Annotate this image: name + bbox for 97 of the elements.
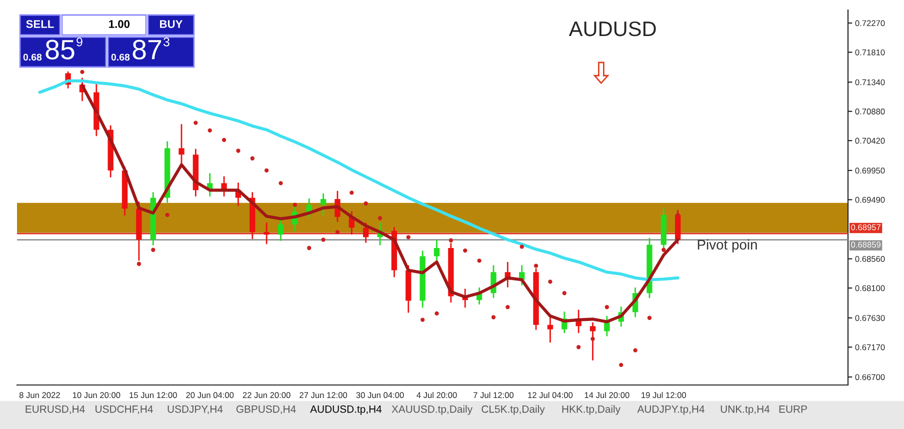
point (662, 248, 666, 252)
y-tick-label: 0.71340 (855, 79, 885, 86)
point (236, 148, 240, 153)
candlestick (590, 322, 596, 361)
annotation: 0.68 (23, 54, 42, 61)
annotation: BUY (160, 20, 183, 28)
point (647, 316, 652, 320)
point (619, 362, 624, 367)
point (434, 311, 439, 316)
candlestick (363, 222, 369, 243)
point (94, 113, 98, 118)
text: UNK.tp,H4 (720, 406, 770, 415)
point (576, 345, 581, 350)
point (208, 128, 212, 133)
point (420, 318, 425, 322)
point (165, 212, 170, 218)
point (548, 280, 552, 284)
point (222, 138, 226, 142)
annotation: 87 (132, 40, 162, 60)
point (448, 238, 454, 242)
x-tick-label: 19 Jul 12:00 (642, 392, 686, 398)
candlestick (604, 316, 610, 336)
point (562, 291, 566, 296)
point (278, 181, 283, 186)
x-tick-label: 27 Jun 12:00 (300, 392, 348, 398)
chart-title: AUDUSD (568, 21, 656, 36)
point (151, 248, 156, 252)
annotation: 1.00 (109, 20, 130, 28)
text: EURP (779, 406, 807, 413)
y-tick-label: 0.69950 (855, 168, 885, 174)
y-tick-label: 0.68560 (855, 256, 885, 262)
text: AUDJPY.tp,H4 (637, 406, 704, 415)
point (633, 348, 638, 352)
point (463, 248, 468, 253)
point (136, 262, 142, 266)
annotation: 85 (46, 40, 74, 60)
candlestick (264, 222, 270, 244)
ref-line-label: 0.68859 (851, 242, 881, 248)
y-tick-label: 0.69490 (855, 196, 885, 203)
x-tick-label: 8 Jun 2022 (19, 392, 60, 398)
point (392, 254, 396, 259)
x-tick-label: 30 Jun 04:00 (356, 392, 404, 398)
point (506, 305, 510, 310)
point (194, 120, 198, 125)
x-tick-label: 10 Jun 20:00 (72, 392, 120, 398)
x-tick-label: 15 Jun 12:00 (130, 392, 177, 398)
annotation: 9 (76, 38, 82, 46)
y-tick-label: 0.67170 (855, 344, 885, 350)
annotation: SELL (26, 20, 54, 28)
y-tick-label: 0.68100 (855, 285, 885, 292)
point (307, 246, 312, 250)
text: USDJPY,H4 (168, 405, 223, 414)
x-tick-label: 7 Jul 12:00 (474, 392, 514, 398)
point (250, 156, 254, 160)
point (292, 202, 298, 207)
text: USDCHF,H4 (96, 405, 153, 414)
point (335, 230, 340, 234)
annotation: Pivot poin (698, 239, 757, 252)
point (108, 163, 113, 168)
annotation: 3 (163, 38, 170, 46)
y-tick-label: 0.67630 (855, 315, 885, 321)
ref-line-label: 0.68957 (851, 224, 880, 230)
point (491, 315, 496, 320)
point (676, 212, 680, 218)
text: CL5K.tp,Daily (482, 405, 545, 415)
y-tick-label: 0.66700 (855, 374, 885, 380)
text: EURUSD,H4 (26, 405, 85, 414)
candlestick (434, 240, 440, 264)
x-tick-label: 14 Jul 20:00 (584, 392, 630, 398)
y-tick-label: 0.72270 (855, 20, 885, 26)
point (590, 336, 595, 341)
x-tick-label: 20 Jun 04:00 (186, 392, 234, 398)
point (364, 201, 368, 206)
point (534, 264, 538, 268)
x-tick-label: 4 Jul 20:00 (416, 392, 457, 398)
point (80, 70, 84, 74)
text: XAUUSD.tp,Daily (392, 405, 472, 415)
x-tick-label: 12 Jul 04:00 (528, 392, 573, 398)
point (406, 235, 410, 240)
point (350, 190, 354, 195)
x-tick-label: 22 Jun 20:00 (242, 392, 290, 398)
point (477, 258, 482, 263)
candlestick (178, 124, 184, 165)
candlestick (278, 218, 284, 242)
annotation: 0.68 (111, 54, 130, 61)
y-tick-label: 0.71810 (855, 49, 885, 56)
point (321, 238, 326, 242)
y-tick-label: 0.70420 (855, 138, 885, 144)
text: GBPUSD,H4 (236, 405, 296, 414)
point (378, 216, 382, 220)
point (264, 168, 269, 173)
candlestick (320, 193, 326, 216)
y-tick-label: 0.70880 (855, 108, 885, 114)
text: HKK.tp,Daily (562, 405, 621, 415)
point (520, 244, 524, 249)
point (604, 305, 610, 310)
text: AUDUSD.tp,H4 (310, 405, 382, 415)
